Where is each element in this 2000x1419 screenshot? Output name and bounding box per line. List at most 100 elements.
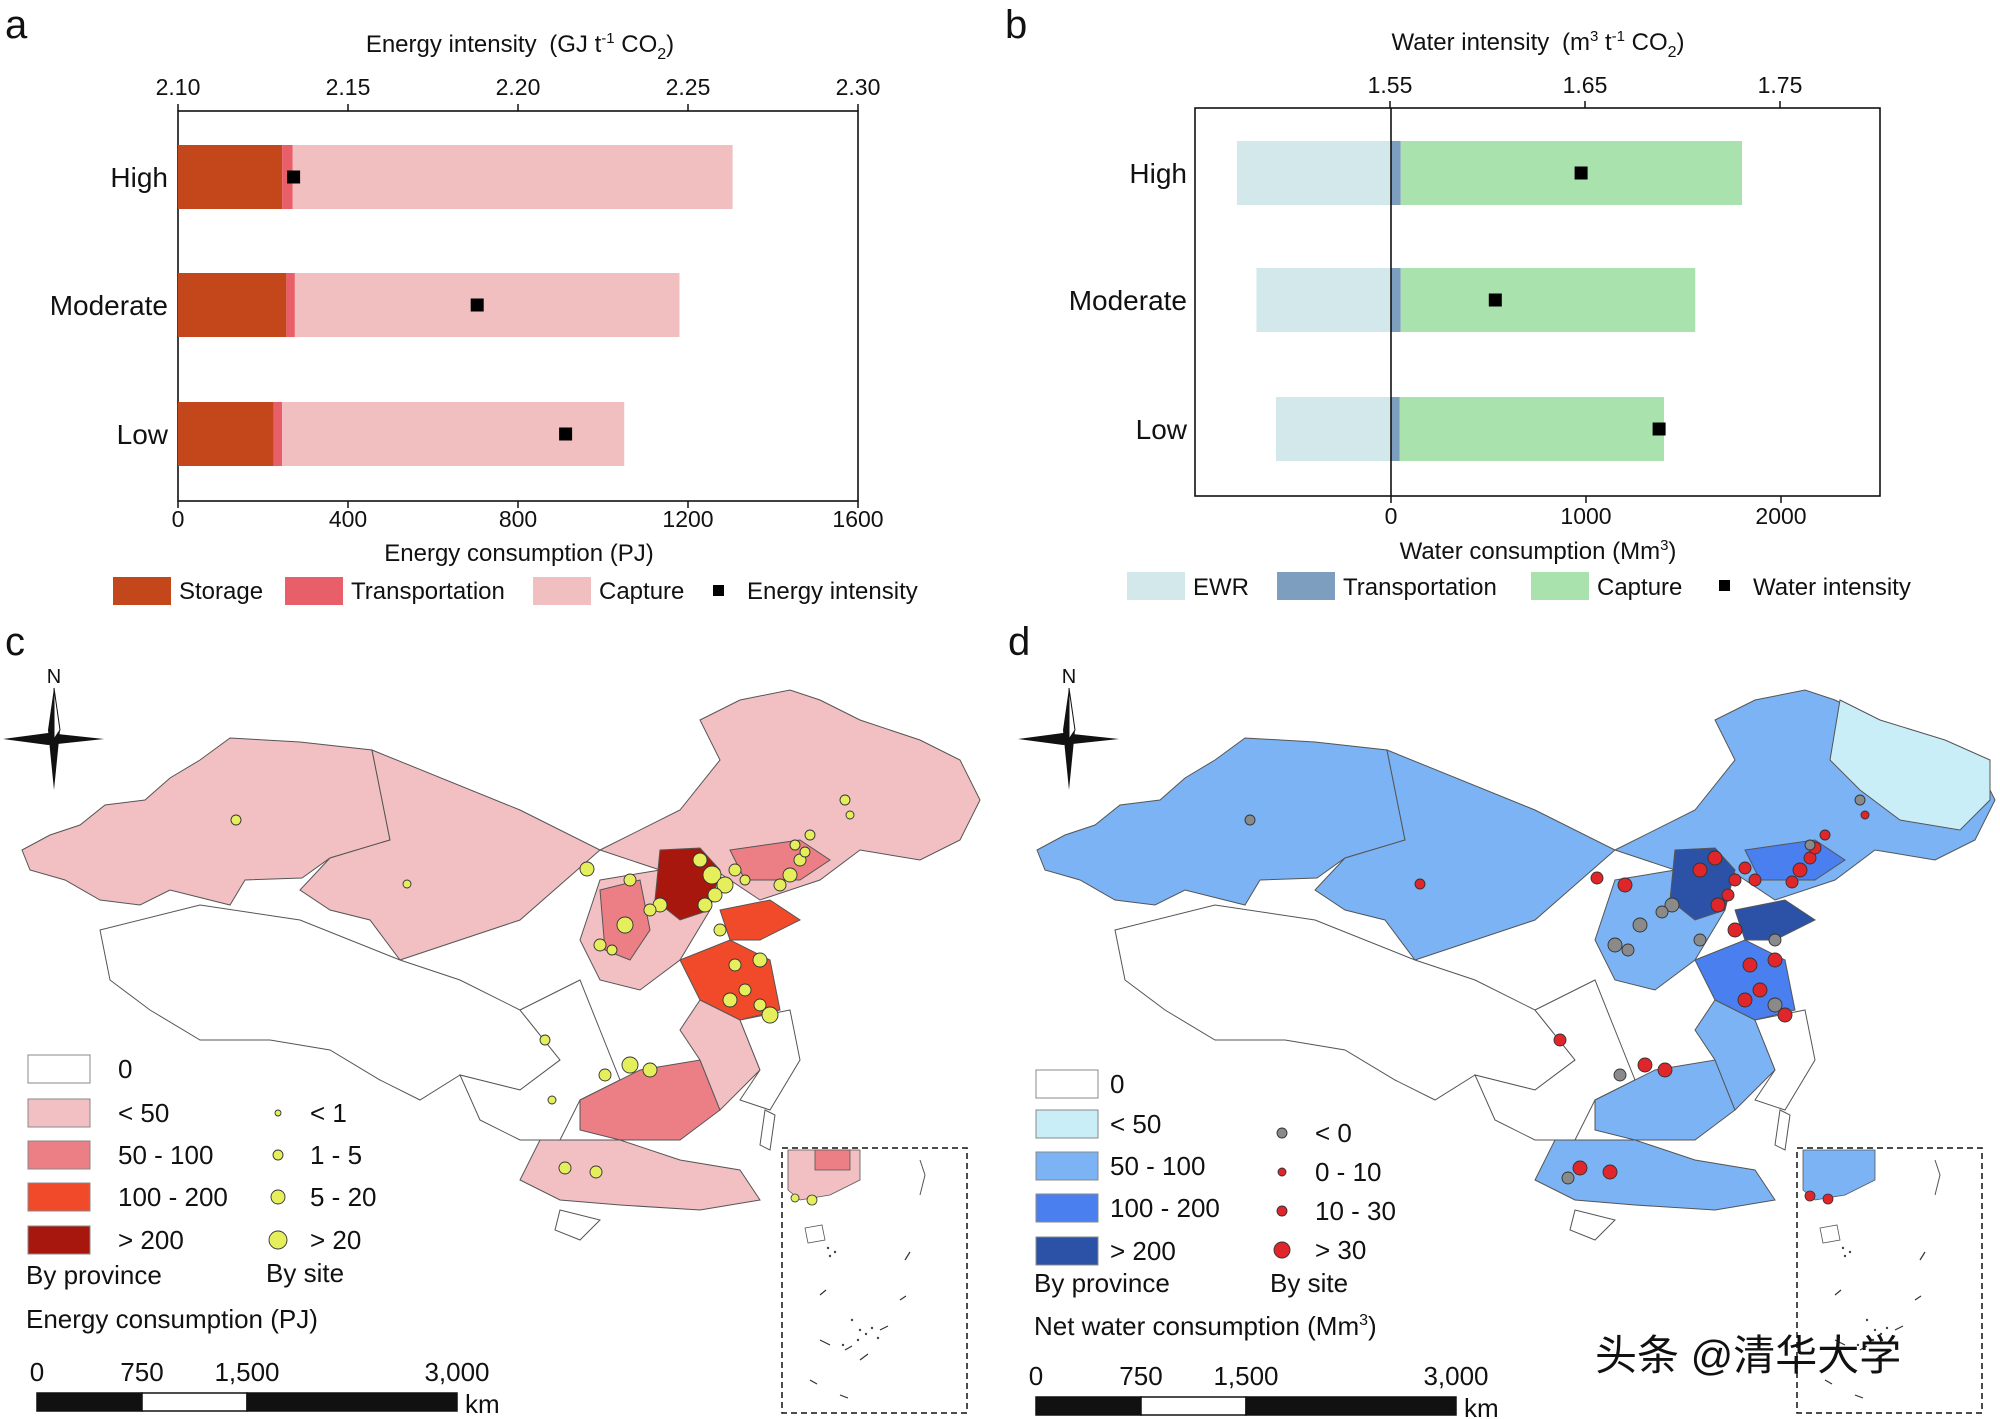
- scale-tick-label: 3,000: [424, 1357, 489, 1387]
- energy-site: [804, 829, 816, 841]
- water-site: [1692, 862, 1708, 878]
- province-label-50-100: 50 - 100: [1110, 1151, 1205, 1181]
- energy-intensity-marker-high: [287, 170, 301, 184]
- province-label-50: < 50: [1110, 1109, 1161, 1139]
- north-arrow-highlight: [1068, 687, 1076, 741]
- energy-site: [761, 1006, 779, 1024]
- energy-intensity-axis-title: Energy intensity (GJ t-1 CO2): [366, 30, 674, 63]
- site-label-20: > 20: [310, 1225, 361, 1255]
- top-tick-label: 2.20: [496, 74, 541, 100]
- province-swatch-200: [27, 1225, 91, 1255]
- inset-nine-dash-line: [1824, 1251, 1926, 1399]
- legend-label-capture: Capture: [1597, 574, 1682, 601]
- north-label: N: [47, 666, 61, 688]
- inset-south-china-sea: [781, 1147, 968, 1414]
- x-tick-label: 1200: [662, 506, 713, 532]
- energy-site: [707, 887, 723, 903]
- by-province-label-c: By province: [26, 1260, 162, 1290]
- energy-site: [606, 944, 618, 956]
- energy-site: [789, 839, 801, 851]
- legend-swatch-ewr: [1127, 572, 1185, 600]
- panel-c-map: N: [3, 666, 981, 1419]
- water-site: [1664, 897, 1680, 913]
- bar-capture-high: [292, 145, 733, 209]
- scale-tick-label: 0: [30, 1357, 44, 1387]
- province-swatch-0: [27, 1054, 91, 1084]
- water-site: [1572, 1160, 1588, 1176]
- bar-transportation-moderate: [286, 273, 295, 337]
- top-tick-label: 2.10: [156, 74, 201, 100]
- inset-site: [1804, 1190, 1816, 1202]
- province-label-50-100: 50 - 100: [118, 1140, 213, 1170]
- water-site: [1738, 861, 1752, 875]
- region-taiwan: [1774, 1109, 1791, 1151]
- scale-segment: [1035, 1396, 1142, 1416]
- legend-swatch-capture: [1531, 572, 1589, 600]
- province-swatch-0: [1035, 1069, 1099, 1099]
- energy-site: [230, 814, 242, 826]
- province-swatch-100-200: [1035, 1193, 1099, 1223]
- inset-guangdong: [814, 1149, 851, 1171]
- energy-site: [753, 998, 767, 1012]
- legend-label-water-intensity: Water intensity: [1753, 574, 1911, 601]
- site-swatch-0-10: [1277, 1167, 1287, 1177]
- water-site: [1602, 1164, 1618, 1180]
- region-tibet-qinghai: [99, 904, 561, 1101]
- x-tick-label: 0: [1385, 503, 1398, 529]
- region-guangxi-guangdong: [1534, 1139, 1776, 1211]
- energy-site: [713, 923, 727, 937]
- energy-site: [845, 810, 855, 820]
- by-site-label-d: By site: [1270, 1268, 1348, 1298]
- energy-site: [722, 992, 738, 1008]
- scale-tick-label: 0: [1029, 1361, 1043, 1391]
- region-hainan: [1569, 1209, 1616, 1241]
- region-guangxi-guangdong: [519, 1139, 761, 1211]
- inset-nine-dash-line: [809, 1251, 911, 1399]
- water-site: [1657, 1062, 1673, 1078]
- water-intensity-marker-moderate: [1488, 293, 1502, 307]
- scale-segment: [1140, 1396, 1247, 1416]
- site-swatch-1-5: [272, 1149, 284, 1161]
- top-tick-label: 1.55: [1368, 72, 1413, 98]
- x-tick-label: 2000: [1755, 503, 1806, 529]
- inset-hainan: [804, 1224, 826, 1244]
- scale-segment: [141, 1392, 248, 1412]
- province-label-50: < 50: [118, 1098, 169, 1128]
- water-site: [1860, 810, 1870, 820]
- north-arrow: N: [1018, 666, 1119, 790]
- energy-site: [739, 874, 751, 886]
- province-label-100-200: 100 - 200: [1110, 1193, 1220, 1223]
- bar-transportation-high: [1391, 141, 1401, 205]
- x-tick-label: 0: [172, 506, 185, 532]
- bar-capture-low: [1399, 397, 1664, 461]
- inset-south-coast: [1802, 1149, 1876, 1201]
- site-swatch-30: [1273, 1241, 1291, 1259]
- province-swatch-200: [1035, 1236, 1099, 1266]
- water-site: [1752, 982, 1768, 998]
- inset-site: [1822, 1193, 1834, 1205]
- top-tick-label: 2.15: [326, 74, 371, 100]
- water-site: [1721, 888, 1735, 902]
- category-label-moderate: Moderate: [50, 290, 168, 321]
- bar-ewr-moderate: [1256, 268, 1391, 332]
- scale-segment: [1245, 1396, 1457, 1416]
- province-label-0: 0: [118, 1054, 132, 1084]
- region-fujian-zhejiang: [739, 1009, 801, 1111]
- panel-b-frame: [1194, 107, 1881, 497]
- legend-swatch-energy-intensity: [713, 585, 724, 596]
- legend-label-ewr: EWR: [1193, 574, 1249, 601]
- region-heilongjiang: [1829, 699, 1991, 831]
- panel-b-category-labels: High Moderate Low: [1069, 158, 1188, 445]
- energy-consumption-axis-title: Energy consumption (PJ): [384, 540, 653, 567]
- water-site: [1767, 997, 1783, 1013]
- energy-site: [728, 958, 742, 972]
- energy-site: [773, 878, 787, 892]
- scale-segment: [36, 1392, 143, 1412]
- energy-site: [593, 938, 607, 952]
- region-taiwan: [759, 1109, 776, 1151]
- category-label-moderate: Moderate: [1069, 285, 1187, 316]
- top-tick-label: 1.75: [1758, 72, 1803, 98]
- energy-site: [728, 863, 742, 877]
- energy-intensity-marker-low: [559, 427, 573, 441]
